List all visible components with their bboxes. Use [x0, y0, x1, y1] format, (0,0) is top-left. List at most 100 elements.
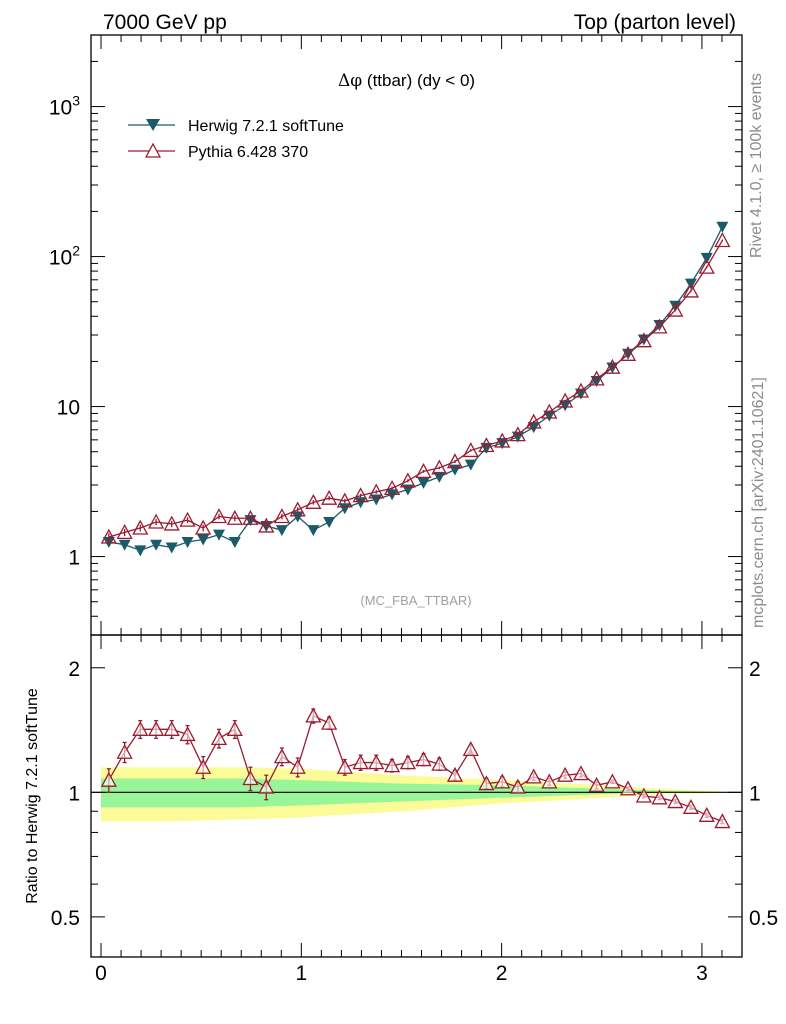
legend-herwig-marker [146, 119, 160, 131]
herwig-point [307, 525, 320, 537]
main-axis-ticks [91, 34, 742, 636]
pythia-point [604, 358, 621, 374]
plot-title-rest: (ttbar) (dy < 0) [362, 71, 475, 90]
analysis-watermark: (MC_FBA_TTBAR) [360, 593, 471, 608]
herwig-point [228, 537, 241, 549]
ratio-point [415, 751, 432, 767]
herwig-point [181, 537, 194, 549]
herwig-point [433, 471, 446, 483]
ratio-point [509, 778, 526, 794]
herwig-point [716, 221, 729, 233]
pythia-point [462, 442, 479, 458]
herwig-point [134, 545, 147, 557]
herwig-point [448, 464, 461, 476]
ratio-series-line [108, 715, 723, 823]
pythia-point [179, 511, 196, 527]
herwig-point [496, 438, 509, 450]
ratio-point [682, 798, 700, 814]
pythia-point [509, 426, 526, 442]
pythia-point [415, 462, 432, 478]
herwig-point [165, 542, 178, 554]
ratio-y-tick-label-left: 0.5 [51, 907, 80, 930]
herwig-point [574, 388, 587, 400]
ratio-point [619, 780, 637, 796]
y-tick-label: 10 [57, 397, 80, 420]
legend: Herwig 7.2.1 softTune Pythia 6.428 370 [128, 118, 344, 161]
pythia-point [541, 403, 558, 419]
pythia-point [163, 515, 180, 531]
ratio-y-tick-label-left: 2 [68, 658, 80, 681]
ratio-point [588, 776, 605, 792]
herwig-point [150, 539, 163, 551]
pythia-point [619, 345, 637, 361]
plot-title: Δφ (ttbar) (dy < 0) [338, 71, 475, 91]
pythia-point [714, 232, 731, 248]
y-tick-label-base: 10 [49, 97, 72, 120]
legend-pythia-marker [144, 142, 162, 158]
pythia-point [336, 492, 353, 508]
ratio-y-tick-labels: 2 2 1 1 0.5 0.5 [51, 658, 778, 930]
ratio-y-axis-label: Ratio to Herwig 7.2.1 softTune [24, 688, 41, 904]
pythia-point [210, 508, 228, 524]
pythia-point [289, 501, 306, 517]
pythia-point [305, 493, 322, 509]
ratio-point [667, 793, 684, 809]
herwig-point [323, 517, 336, 529]
rivet-label: Rivet 4.1.0, ≥ 100k events [748, 73, 765, 258]
pythia-point [258, 517, 275, 533]
ratio-point [321, 714, 338, 730]
herwig-point [417, 477, 430, 489]
pythia-point [352, 487, 369, 503]
ratio-point [148, 720, 165, 736]
ratio-point [399, 754, 416, 770]
pythia-point [100, 528, 117, 544]
series-line-1 [108, 240, 723, 538]
ratio-point [604, 773, 621, 789]
ratio-point [494, 773, 511, 789]
pythia-point [478, 437, 495, 453]
legend-herwig-label: Herwig 7.2.1 softTune [188, 118, 344, 135]
pythia-point [195, 519, 212, 535]
pythia-point [431, 459, 448, 475]
pythia-point [226, 509, 243, 525]
plot-title-symbol: Δφ [338, 71, 362, 91]
pythia-point [698, 258, 715, 274]
ratio-data [100, 707, 731, 829]
ratio-point [116, 743, 133, 759]
ratio-point [289, 758, 306, 774]
herwig-point [338, 503, 351, 515]
ratio-point [226, 720, 243, 736]
x-tick-labels: 0 1 2 3 [95, 962, 708, 985]
pythia-point [667, 301, 684, 317]
ratio-point [698, 806, 715, 822]
pythia-point [399, 472, 416, 488]
herwig-point [700, 252, 713, 264]
mcplots-label: mcplots.cern.ch [arXiv:2401.10621] [750, 377, 767, 628]
herwig-point [212, 529, 225, 541]
ratio-point [446, 766, 464, 782]
ratio-panel: 2 2 1 1 0.5 0.5 0 1 2 3 Ratio to Herwig 7.2.1 so… [24, 634, 778, 985]
ratio-point [557, 766, 574, 782]
ratio-point [163, 720, 180, 736]
ratio-point [273, 748, 290, 764]
ratio-point [195, 758, 212, 774]
ratio-point [478, 775, 495, 791]
ratio-point [368, 754, 385, 770]
herwig-point [118, 539, 131, 551]
ratio-point [132, 720, 149, 736]
ratio-point [651, 789, 668, 805]
y-tick-label-exponent: 3 [72, 93, 80, 109]
ratio-point [336, 758, 353, 774]
ratio-point [462, 741, 479, 757]
pythia-point [446, 453, 464, 469]
herwig-point [464, 459, 477, 471]
herwig-point [197, 534, 210, 546]
x-tick-label: 2 [496, 962, 508, 985]
ratio-point [383, 757, 401, 773]
ratio-point [258, 778, 275, 794]
y-tick-label: 103 [49, 93, 80, 120]
header-left: 7000 GeV pp [103, 11, 227, 34]
pythia-point [557, 392, 574, 408]
